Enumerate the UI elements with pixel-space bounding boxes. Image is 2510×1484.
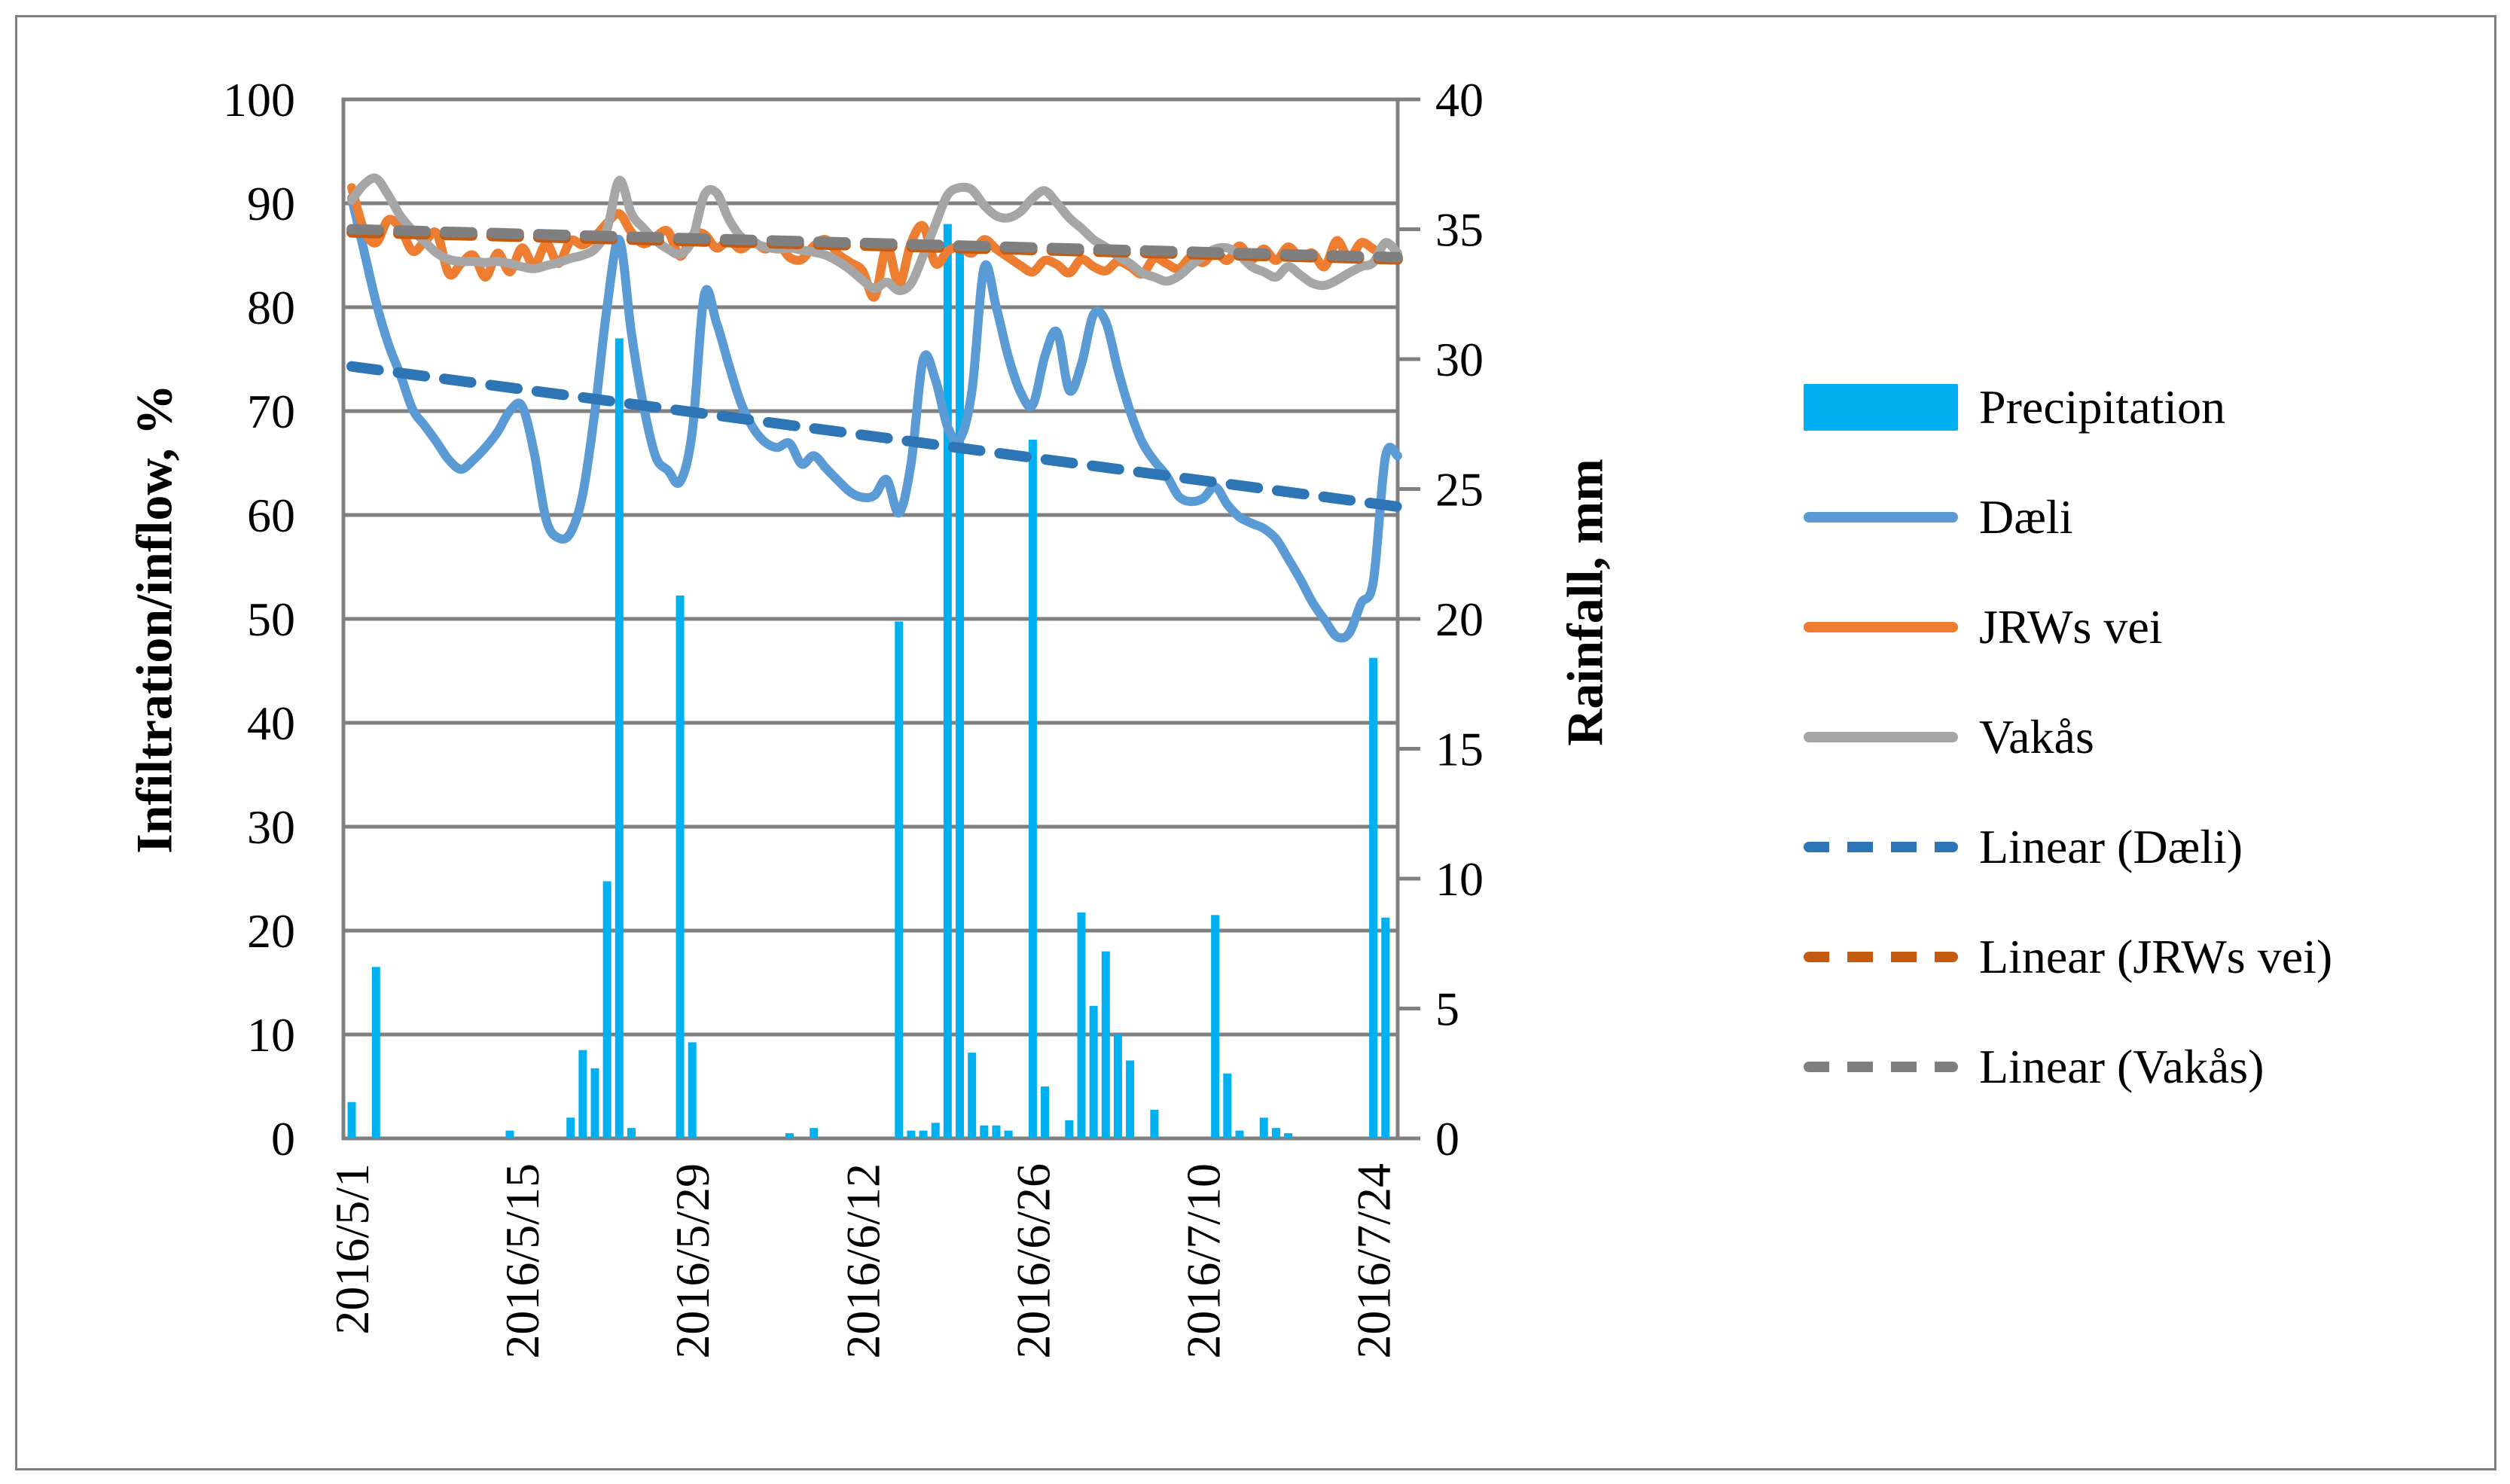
precipitation-bar (1271, 1128, 1280, 1138)
legend-item: Linear (JRWs vei) (1804, 902, 2332, 1012)
legend-item: Dæli (1804, 462, 2332, 572)
precipitation-bar (676, 595, 685, 1138)
precipitation-bar (1126, 1060, 1135, 1138)
y-left-tick-label: 60 (247, 489, 295, 542)
legend-swatch-line-icon (1804, 512, 1958, 523)
legend-item: Linear (Vakås) (1804, 1012, 2332, 1122)
y-right-tick-label: 30 (1435, 333, 1484, 386)
legend-label: Vakås (1979, 710, 2094, 763)
y-left-tick-label: 40 (247, 696, 295, 750)
precipitation-bar (1077, 912, 1086, 1138)
y-right-tick-label: 35 (1435, 203, 1484, 257)
legend-label: Precipitation (1979, 380, 2226, 434)
y-left-tick-label: 80 (247, 281, 295, 334)
legend: Precipitation Dæli JRWs vei Vakås Linear (Dæ… (1804, 352, 2332, 1122)
precipitation-bar (943, 224, 952, 1139)
precipitation-bar (615, 338, 624, 1138)
precipitation-bar (992, 1125, 1001, 1138)
y-right-tick-label: 40 (1435, 73, 1484, 126)
legend-label: JRWs vei (1979, 600, 2163, 654)
y-left-tick-label: 70 (247, 385, 295, 438)
trendline-lineardli (346, 361, 1403, 512)
y-left-tick-label: 90 (247, 177, 295, 230)
legend-label: Linear (Dæli) (1979, 820, 2243, 873)
x-tick-label: 2016/5/29 (666, 1163, 719, 1359)
precipitation-bar (1211, 915, 1220, 1138)
line-series-vaks (347, 173, 1402, 295)
precipitation-bar (968, 1053, 977, 1138)
legend-swatch-dashed-line-icon (1804, 952, 1958, 962)
legend-item: JRWs vei (1804, 572, 2332, 682)
precipitation-bar (1235, 1130, 1244, 1138)
legend-label: Dæli (1979, 490, 2073, 544)
precipitation-bar (931, 1123, 940, 1138)
precipitation-bar (1223, 1073, 1232, 1138)
legend-swatch-line-icon (1804, 622, 1958, 632)
precipitation-bar (956, 247, 964, 1138)
legend-item: Vakås (1804, 682, 2332, 792)
y-right-axis-title: Rainfall, mm (1556, 459, 1614, 746)
line-series-dli (347, 193, 1402, 643)
precipitation-bar (578, 1050, 587, 1138)
x-tick-label: 2016/7/10 (1177, 1163, 1231, 1359)
legend-label: Linear (Vakås) (1979, 1040, 2264, 1093)
x-tick-label: 2016/5/15 (496, 1163, 549, 1359)
precipitation-bar (1369, 657, 1378, 1138)
x-tick-label: 2016/6/26 (1006, 1163, 1060, 1359)
y-right-tick-label: 0 (1435, 1112, 1459, 1166)
legend-swatch-dashed-line-icon (1804, 1062, 1958, 1072)
precipitation-bar (810, 1128, 819, 1138)
trendline-linearvaks (346, 224, 1403, 263)
precipitation-bar (1089, 1006, 1098, 1138)
precipitation-bar (505, 1130, 514, 1138)
precipitation-bar (1065, 1120, 1074, 1138)
precipitation-bar (347, 1102, 356, 1138)
precipitation-bar (1259, 1117, 1268, 1138)
precipitation-bar (1150, 1110, 1159, 1138)
legend-swatch-bar-icon (1804, 384, 1958, 431)
y-left-tick-label: 100 (223, 73, 295, 126)
precipitation-bar (590, 1068, 599, 1138)
y-left-tick-label: 10 (247, 1008, 295, 1062)
legend-item: Linear (Dæli) (1804, 792, 2332, 902)
precipitation-bar (371, 967, 380, 1138)
precipitation-bar (907, 1130, 916, 1138)
y-left-tick-label: 30 (247, 800, 295, 854)
precipitation-bar (602, 881, 611, 1138)
precipitation-bar (1041, 1086, 1050, 1138)
precipitation-bar (785, 1133, 794, 1138)
precipitation-bar (919, 1130, 928, 1138)
y-right-tick-label: 15 (1435, 723, 1484, 776)
precipitation-bar (1113, 1035, 1122, 1138)
precipitation-bar (1284, 1133, 1293, 1138)
y-right-tick-label: 20 (1435, 593, 1484, 646)
precipitation-bar (895, 621, 904, 1138)
y-right-tick-label: 25 (1435, 463, 1484, 517)
legend-item: Precipitation (1804, 352, 2332, 462)
precipitation-bar (688, 1042, 697, 1138)
x-tick-label: 2016/6/12 (836, 1163, 889, 1359)
x-tick-label: 2016/7/24 (1347, 1163, 1401, 1359)
y-right-tick-label: 10 (1435, 852, 1484, 906)
y-left-tick-label: 50 (247, 593, 295, 646)
legend-label: Linear (JRWs vei) (1979, 930, 2333, 983)
precipitation-bar (566, 1117, 575, 1138)
precipitation-bar (1101, 951, 1110, 1138)
line-series-jrwsvei (347, 183, 1402, 302)
precipitation-bar (980, 1125, 989, 1138)
legend-swatch-line-icon (1804, 732, 1958, 742)
y-left-tick-label: 0 (271, 1112, 295, 1166)
y-left-tick-label: 20 (247, 904, 295, 958)
legend-swatch-dashed-line-icon (1804, 842, 1958, 852)
x-tick-label: 2016/5/1 (325, 1163, 379, 1335)
precipitation-bar (1004, 1130, 1013, 1138)
precipitation-bar (627, 1128, 636, 1138)
precipitation-bar (1028, 439, 1037, 1138)
y-right-tick-label: 5 (1435, 983, 1459, 1036)
precipitation-bar (1381, 917, 1390, 1138)
y-left-axis-title: Infiltration/inflow, % (125, 384, 183, 854)
